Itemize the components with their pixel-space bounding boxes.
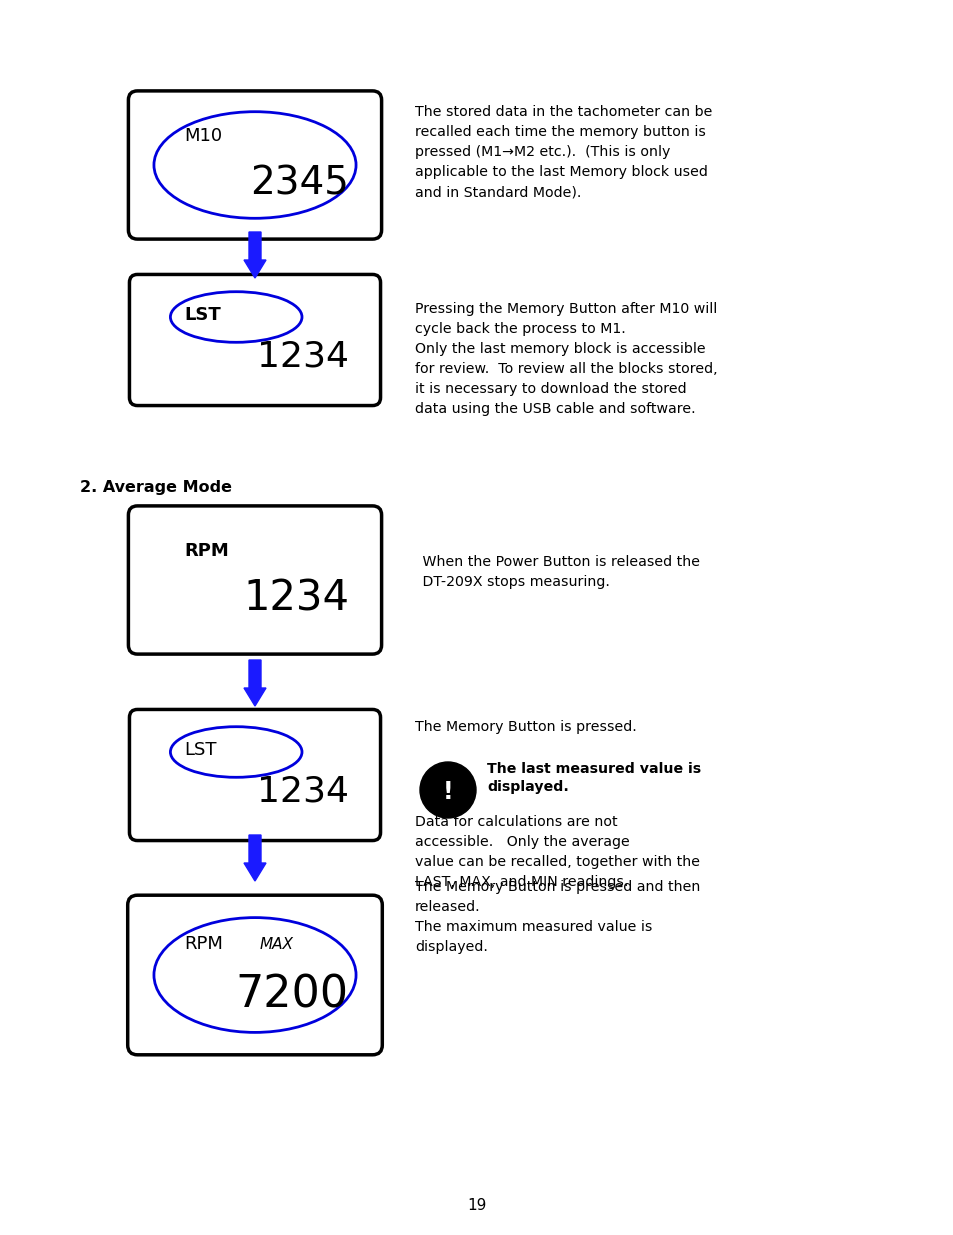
Text: 1234: 1234	[256, 340, 349, 373]
Polygon shape	[244, 232, 266, 278]
Circle shape	[419, 762, 476, 818]
Text: LST: LST	[184, 306, 221, 324]
Text: LST: LST	[184, 741, 216, 758]
Text: MAX: MAX	[259, 936, 294, 952]
Text: 2. Average Mode: 2. Average Mode	[80, 480, 232, 495]
FancyBboxPatch shape	[130, 709, 380, 841]
Text: The stored data in the tachometer can be
recalled each time the memory button is: The stored data in the tachometer can be…	[415, 105, 712, 199]
Text: Data for calculations are not
accessible.   Only the average
value can be recall: Data for calculations are not accessible…	[415, 815, 700, 889]
Text: 1234: 1234	[256, 774, 349, 808]
FancyBboxPatch shape	[130, 274, 380, 405]
Text: RPM: RPM	[184, 935, 223, 953]
Text: M10: M10	[184, 127, 222, 146]
FancyBboxPatch shape	[129, 506, 381, 655]
FancyBboxPatch shape	[129, 91, 381, 240]
Text: !: !	[442, 781, 453, 804]
Text: The Memory Button is pressed.: The Memory Button is pressed.	[415, 720, 636, 734]
Text: The last measured value is
displayed.: The last measured value is displayed.	[486, 762, 700, 794]
Text: Pressing the Memory Button after M10 will
cycle back the process to M1.
Only the: Pressing the Memory Button after M10 wil…	[415, 303, 717, 416]
Text: RPM: RPM	[184, 542, 229, 561]
Polygon shape	[244, 835, 266, 881]
Text: 7200: 7200	[235, 973, 349, 1016]
FancyBboxPatch shape	[128, 895, 382, 1055]
Text: 2345: 2345	[250, 164, 349, 203]
Polygon shape	[244, 659, 266, 706]
Text: 1234: 1234	[243, 577, 349, 619]
Text: When the Power Button is released the
 DT-209X stops measuring.: When the Power Button is released the DT…	[417, 555, 700, 589]
Text: The Memory Button is pressed and then
released.
The maximum measured value is
di: The Memory Button is pressed and then re…	[415, 881, 700, 955]
Text: 19: 19	[467, 1198, 486, 1213]
